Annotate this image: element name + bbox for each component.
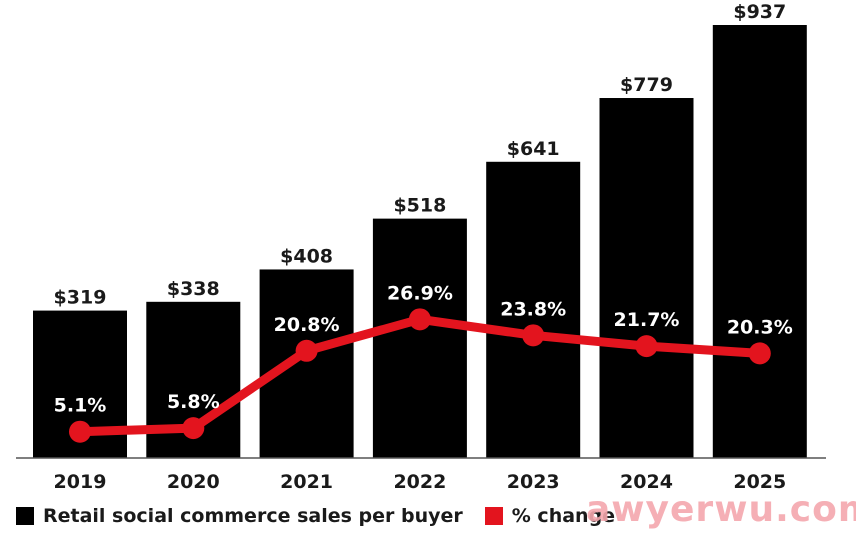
bar-value-label-2021: $408 — [280, 245, 333, 267]
legend-swatch-sales — [16, 507, 34, 525]
watermark: awyerwu.com — [586, 489, 856, 530]
legend-swatch-change — [484, 507, 503, 525]
pct-change-point-2020 — [182, 417, 205, 440]
legend-item-change: % change — [484, 505, 616, 527]
bar-value-label-2020: $338 — [167, 278, 220, 300]
chart: $319 2019 $338 2020 $408 2021 $518 2022 $641 2023… — [16, 1, 826, 493]
pct-change-label-2023: 23.8% — [500, 298, 566, 320]
legend-label-change: % change — [511, 505, 616, 527]
bar-value-label-2019: $319 — [54, 287, 107, 309]
bar-2022 — [372, 218, 467, 458]
bar-2021 — [259, 269, 354, 458]
pct-change-point-2025 — [748, 342, 771, 365]
pct-change-label-2019: 5.1% — [54, 395, 107, 417]
bars-group — [33, 25, 807, 459]
line-series-group — [69, 308, 771, 443]
bar-2023 — [486, 161, 581, 458]
x-tick-label-2025: 2025 — [733, 471, 786, 493]
bar-value-label-2022: $518 — [393, 195, 446, 217]
bar-value-label-2025: $937 — [733, 1, 786, 23]
labels-group: $319 2019 $338 2020 $408 2021 $518 2022 $641 2023… — [54, 1, 793, 493]
legend-item-sales: Retail social commerce sales per buyer — [16, 505, 463, 527]
pct-change-label-2025: 20.3% — [727, 316, 793, 338]
pct-change-label-2022: 26.9% — [387, 282, 453, 304]
x-tick-label-2024: 2024 — [620, 471, 673, 493]
pct-change-point-2019 — [69, 420, 91, 443]
x-tick-label-2022: 2022 — [393, 471, 446, 493]
pct-change-label-2024: 21.7% — [614, 309, 680, 331]
legend-label-sales: Retail social commerce sales per buyer — [43, 505, 463, 527]
x-tick-label-2023: 2023 — [507, 471, 560, 493]
pct-change-point-2022 — [408, 308, 431, 331]
bar-2025 — [712, 25, 807, 458]
pct-change-point-2021 — [295, 339, 318, 362]
bar-value-label-2023: $641 — [507, 138, 560, 160]
x-tick-label-2019: 2019 — [54, 471, 107, 493]
x-tick-label-2021: 2021 — [280, 471, 333, 493]
pct-change-label-2020: 5.8% — [167, 391, 220, 413]
pct-change-label-2021: 20.8% — [274, 314, 340, 336]
bar-value-label-2024: $779 — [620, 74, 673, 96]
legend: Retail social commerce sales per buyer %… — [16, 505, 637, 527]
x-tick-label-2020: 2020 — [167, 471, 220, 493]
bar-2024 — [599, 98, 694, 459]
pct-change-point-2024 — [635, 335, 658, 358]
pct-change-point-2023 — [522, 324, 545, 347]
